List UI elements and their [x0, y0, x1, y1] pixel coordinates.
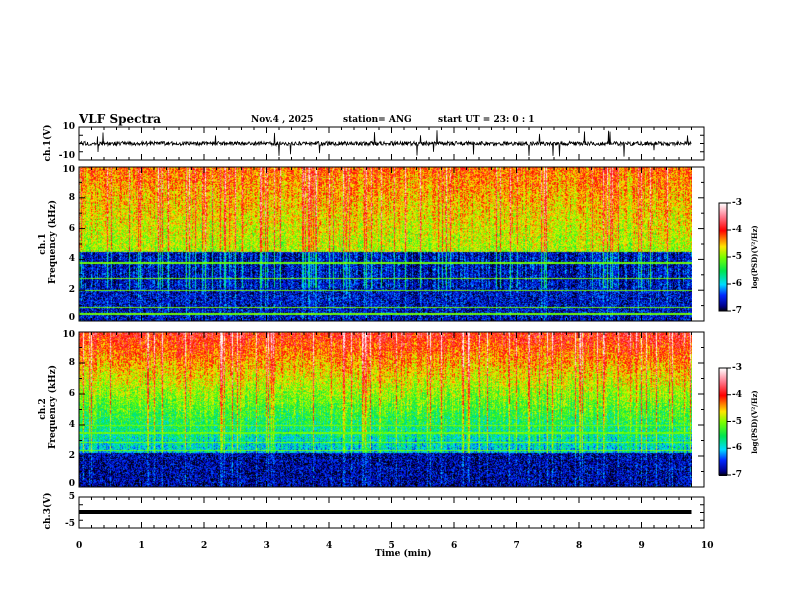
ch1-colorbar: [719, 203, 727, 311]
x-tick-label: 8: [576, 541, 583, 551]
ch2-colorbar-label: log(PSD)(V²/Hz): [750, 390, 759, 454]
x-tick-label: 2: [201, 541, 208, 551]
y-tick-label: 6: [68, 389, 75, 399]
ch1-colorbar-label: log(PSD)(V²/Hz): [750, 225, 759, 289]
colorbar-tick-label: -4: [732, 225, 742, 235]
ch1-spec-ylabel: ch.1 Frequency (kHz): [38, 199, 58, 284]
colorbar-tick-label: -6: [732, 443, 742, 454]
y-tick-label: 5: [68, 492, 75, 502]
colorbar-tick-label: -5: [732, 252, 742, 262]
y-tick-label: 0: [68, 479, 75, 489]
ch3-ylabel: ch.3(V): [43, 492, 53, 530]
y-tick-label: 8: [68, 192, 75, 203]
panel-frame: [78, 331, 705, 488]
y-tick-label: 2: [68, 451, 75, 461]
ch2-spec-ylabel-freq: Frequency (kHz): [48, 364, 58, 449]
y-tick-label: -10: [58, 151, 75, 161]
x-tick-label: 10: [701, 541, 714, 551]
colorbar-tick-label: -6: [732, 279, 742, 289]
ch1-spec-ylabel-channel: ch.1: [38, 233, 48, 255]
figure-title: VLF Spectra: [79, 112, 162, 126]
x-tick-label: 7: [513, 541, 520, 551]
ch1-spectrogram: [79, 167, 692, 321]
x-tick-label: 3: [263, 541, 270, 551]
ch1-waveform-line: [78, 130, 692, 157]
x-tick-label: 0: [76, 541, 83, 551]
y-tick-label: 0: [68, 313, 75, 323]
colorbar-tick-label: -4: [732, 389, 742, 400]
x-tick-label: 6: [451, 541, 458, 551]
station-label: station= ANG: [343, 115, 412, 125]
start-time-label: start UT = 23: 0 : 1: [438, 115, 535, 125]
x-tick-label: 4: [326, 541, 333, 551]
x-tick-label: 1: [138, 541, 145, 551]
colorbar-frame: [718, 367, 728, 476]
date-label: Nov.4 , 2025: [251, 115, 314, 125]
colorbar-tick-label: -7: [732, 306, 742, 316]
y-tick-label: 2: [68, 285, 75, 296]
colorbar-tick-label: -3: [732, 198, 742, 208]
y-tick-label: -5: [65, 519, 75, 529]
ch1-spec-ylabel-freq: Frequency (kHz): [48, 199, 58, 284]
colorbar-frame: [718, 202, 728, 312]
ch2-spectrogram: [79, 332, 692, 487]
x-axis-label: Time (min): [375, 549, 432, 559]
colorbar-tick-label: -7: [732, 470, 742, 480]
y-tick-label: 6: [68, 223, 75, 234]
panel-frame: [78, 166, 705, 322]
ch2-colorbar: [719, 368, 727, 476]
y-tick-label: 10: [62, 165, 75, 175]
y-tick-label: 4: [68, 420, 75, 430]
x-tick-label: 9: [638, 541, 645, 551]
ch2-spec-ylabel: ch.2 Frequency (kHz): [38, 364, 58, 449]
ch1-ylabel: ch.1(V): [43, 124, 53, 162]
x-tick-label: 5: [388, 541, 395, 551]
colorbar-tick-label: -3: [732, 363, 742, 373]
y-tick-label: 10: [62, 122, 75, 132]
ch2-spec-ylabel-channel: ch.2: [38, 398, 48, 420]
y-tick-label: 10: [62, 330, 75, 340]
y-tick-label: 8: [68, 358, 75, 368]
y-tick-label: 4: [68, 254, 75, 265]
colorbar-tick-label: -5: [732, 416, 742, 427]
